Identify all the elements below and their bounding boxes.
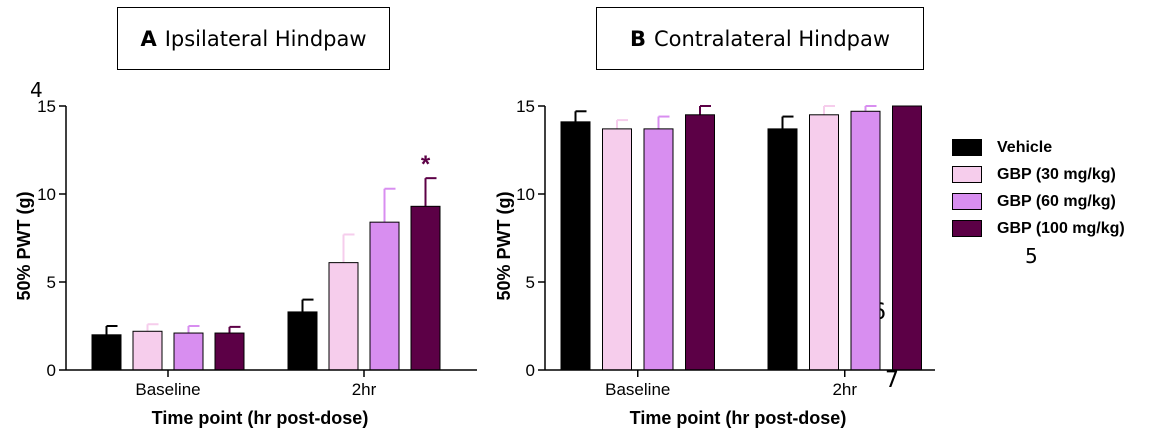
p1-y-axis-label: 50% PWT (g) [14, 191, 34, 300]
p2-bar-baseline-gbp-30-mg-kg [602, 128, 632, 371]
legend: Vehicle GBP (30 mg/kg) GBP (60 mg/kg) GB… [952, 134, 1125, 242]
legend-label-vehicle: Vehicle [997, 138, 1053, 156]
legend-swatch-gbp-60 [952, 193, 982, 210]
stray-number-4: 4 [30, 78, 43, 102]
p2-bar-baseline-vehicle [560, 121, 591, 371]
p2-x-axis-label: Time point (hr post-dose) [630, 408, 847, 428]
legend-label-gbp-60: GBP (60 mg/kg) [997, 192, 1116, 210]
stray-number-5: 5 [1025, 244, 1038, 268]
legend-item-gbp-60: GBP (60 mg/kg) [952, 188, 1125, 215]
p2-y-axis-label: 50% PWT (g) [494, 191, 514, 300]
p1-x-axis-label: Time point (hr post-dose) [152, 408, 369, 428]
p2-bar-2hr-gbp-100-mg-kg [892, 105, 922, 371]
p1-significance-marker: * [421, 151, 431, 178]
p1-x-tick-label-2hr: 2hr [352, 380, 377, 399]
legend-item-gbp-100: GBP (100 mg/kg) [952, 215, 1125, 242]
p1-bar-baseline-gbp-100-mg-kg [214, 332, 245, 371]
legend-swatch-vehicle [952, 139, 982, 156]
p2-y-tick-label-10: 10 [516, 185, 535, 204]
p2-x-tick-label-baseline: Baseline [605, 380, 670, 399]
p2-bar-2hr-gbp-30-mg-kg [809, 114, 839, 371]
legend-label-gbp-100: GBP (100 mg/kg) [997, 219, 1125, 237]
panel-a-title: A Ipsilateral Hindpaw [117, 7, 390, 70]
panel-b-title-text: Contralateral Hindpaw [653, 26, 891, 51]
legend-swatch-gbp-100 [952, 220, 982, 237]
p2-bar-baseline-gbp-60-mg-kg [643, 128, 674, 371]
legend-label-gbp-30: GBP (30 mg/kg) [997, 165, 1116, 183]
p2-bar-baseline-gbp-100-mg-kg [685, 114, 715, 371]
panel-b-title: B Contralateral Hindpaw [596, 7, 924, 70]
p1-bar-baseline-gbp-60-mg-kg [173, 332, 204, 371]
p1-bar-2hr-gbp-100-mg-kg [410, 205, 441, 371]
p2-bar-2hr-gbp-60-mg-kg [850, 110, 881, 371]
p2-y-tick-label-5: 5 [526, 273, 535, 292]
stray-number-7: 7 [885, 368, 899, 393]
p1-y-tick-label-10: 10 [37, 185, 56, 204]
p1-bar-2hr-gbp-30-mg-kg [328, 262, 359, 371]
panel-a-letter: A [140, 26, 157, 51]
p1-y-tick-label-15: 15 [37, 97, 56, 116]
p1-y-tick-label-0: 0 [47, 361, 56, 380]
p2-bar-2hr-vehicle [767, 128, 798, 371]
panel-a-title-text: Ipsilateral Hindpaw [164, 26, 367, 51]
p1-y-tick-label-5: 5 [47, 273, 56, 292]
p2-y-tick-label-0: 0 [526, 361, 535, 380]
legend-swatch-gbp-30 [952, 166, 982, 183]
p1-bar-baseline-gbp-30-mg-kg [132, 330, 163, 371]
legend-item-vehicle: Vehicle [952, 134, 1125, 161]
p1-bar-2hr-vehicle [287, 311, 318, 371]
p2-x-tick-label-2hr: 2hr [832, 380, 857, 399]
p1-bar-baseline-vehicle [91, 334, 122, 371]
panel-b-letter: B [629, 26, 646, 51]
p1-bar-2hr-gbp-60-mg-kg [369, 221, 400, 371]
p2-y-tick-label-15: 15 [516, 97, 535, 116]
legend-item-gbp-30: GBP (30 mg/kg) [952, 161, 1125, 188]
p1-x-tick-label-baseline: Baseline [135, 380, 200, 399]
